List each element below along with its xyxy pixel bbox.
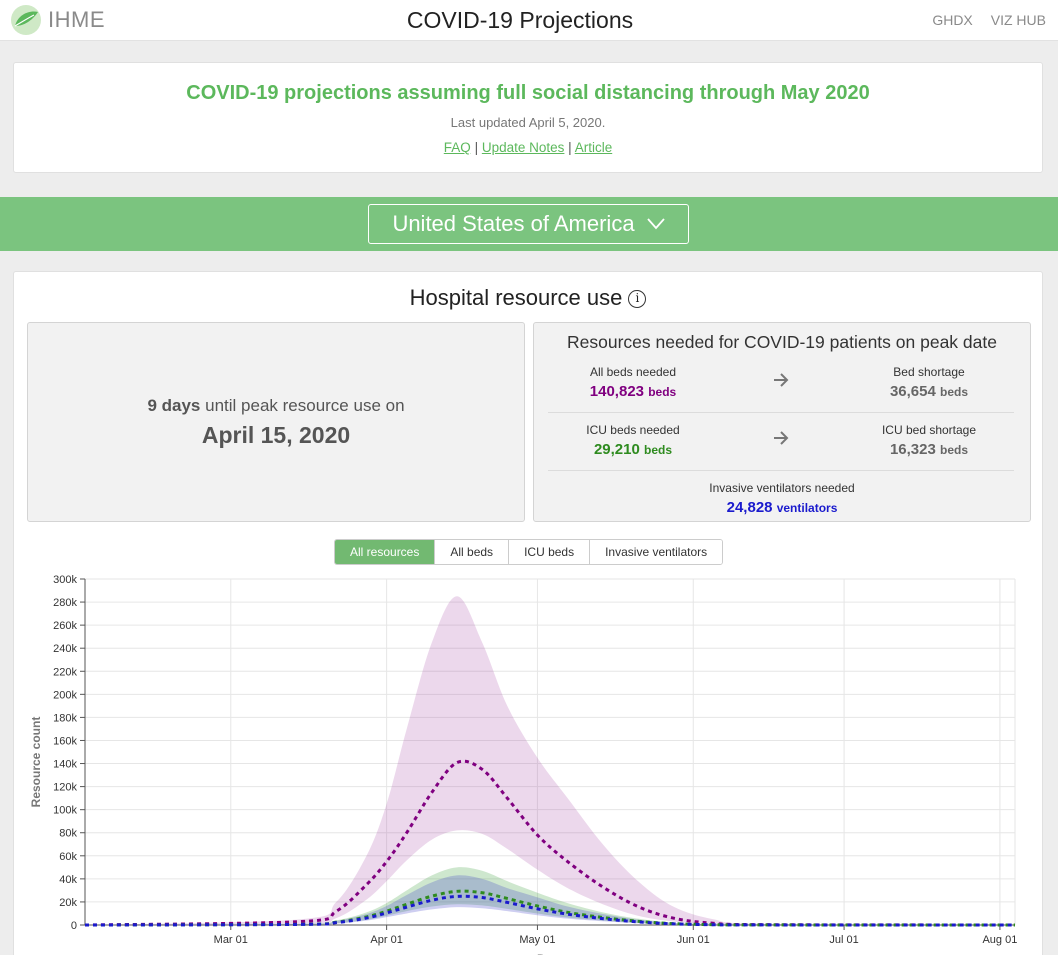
ihme-logo[interactable]: IHME (10, 4, 105, 36)
icu-bed-shortage: ICU bed shortage 16,323 beds (844, 423, 1014, 458)
arrow-right-icon (774, 373, 789, 387)
uncertainty-band-0 (85, 596, 1015, 925)
all-beds-value-wrap: 140,823 beds (548, 383, 718, 400)
logo-text: IHME (48, 7, 105, 32)
tab-icu-beds[interactable]: ICU beds (508, 540, 590, 564)
location-band: United States of America (0, 197, 1058, 251)
x-tick-label: Apr 01 (370, 934, 402, 946)
x-tick-label: Aug 01 (982, 934, 1017, 946)
all-beds-needed: All beds needed 140,823 beds (548, 365, 718, 400)
icu-shortage-value-wrap: 16,323 beds (844, 441, 1014, 458)
y-tick-label: 200k (53, 689, 77, 701)
tab-all-resources[interactable]: All resources (335, 540, 435, 564)
y-tick-label: 60k (59, 851, 77, 863)
resource-tabs: All resources All beds ICU beds Invasive… (334, 539, 724, 565)
leaf-logo-icon (11, 5, 41, 35)
nav-ghdx-link[interactable]: GHDX (932, 12, 973, 28)
bed-shortage: Bed shortage 36,654 beds (844, 365, 1014, 400)
all-beds-value: 140,823 (589, 383, 645, 400)
icu-row: ICU beds needed 29,210 beds ICU bed shor… (548, 413, 1014, 471)
icu-beds-value: 29,210 (593, 441, 640, 458)
x-tick-label: May 01 (519, 934, 555, 946)
icu-shortage-unit: beds (940, 443, 969, 457)
y-tick-label: 120k (53, 782, 77, 794)
ventilators-value: 24,828 (726, 499, 773, 516)
link-separator: | (474, 140, 479, 155)
ventilators-value-wrap: 24,828 ventilators (534, 499, 1030, 516)
link-separator: | (568, 140, 572, 155)
top-bar: IHME COVID-19 Projections GHDX VIZ HUB (0, 0, 1058, 41)
y-tick-label: 100k (53, 805, 77, 817)
projection-headline: COVID-19 projections assuming full socia… (186, 82, 870, 104)
y-tick-label: 280k (53, 597, 77, 609)
section-title-text: Hospital resource use (409, 285, 623, 310)
ventilators-label: Invasive ventilators needed (709, 481, 855, 495)
chevron-down-icon (646, 218, 665, 230)
update-notes-link[interactable]: Update Notes (481, 140, 565, 155)
location-selected: United States of America (392, 211, 635, 236)
x-axis-title: Date (537, 952, 563, 955)
uncertainty-band-1 (85, 867, 1015, 925)
beds-row: All beds needed 140,823 beds Bed shortag… (548, 355, 1014, 413)
peak-countdown-box: 9 days until peak resource use on April … (27, 322, 525, 522)
x-tick-label: Mar 01 (214, 934, 248, 946)
icu-beds-value-wrap: 29,210 beds (548, 441, 718, 458)
y-tick-label: 240k (53, 643, 77, 655)
bed-shortage-label: Bed shortage (893, 365, 965, 379)
app-title: COVID-19 Projections (406, 7, 634, 33)
bed-shortage-value: 36,654 (889, 383, 936, 400)
peak-days: 9 days (147, 396, 201, 415)
info-icon[interactable]: i (628, 290, 647, 308)
all-beds-unit: beds (648, 385, 677, 399)
y-axis-title: Resource count (29, 717, 43, 808)
ventilators-needed: Invasive ventilators needed 24,828 venti… (534, 481, 1030, 516)
icu-beds-needed: ICU beds needed 29,210 beds (548, 423, 718, 458)
x-tick-label: Jul 01 (829, 934, 858, 946)
top-nav: GHDX VIZ HUB (932, 12, 1046, 28)
last-updated: Last updated April 5, 2020. (450, 115, 606, 130)
y-tick-label: 180k (53, 712, 77, 724)
peak-text: until peak resource use on (205, 396, 405, 415)
icu-shortage-value: 16,323 (889, 441, 936, 458)
series-line-2 (84, 894, 1016, 927)
section-title: Hospital resource use i (14, 285, 1042, 311)
hospital-resource-card: Hospital resource use i 9 days until peak… (13, 271, 1043, 955)
all-beds-label: All beds needed (589, 365, 677, 379)
bed-shortage-value-wrap: 36,654 beds (844, 383, 1014, 400)
y-tick-label: 0 (71, 920, 77, 932)
projection-banner: COVID-19 projections assuming full socia… (13, 62, 1043, 173)
y-tick-label: 140k (53, 759, 77, 771)
icu-beds-unit: beds (644, 443, 673, 457)
nav-viz-hub-link[interactable]: VIZ HUB (990, 12, 1046, 28)
peak-countdown-line: 9 days until peak resource use on (28, 396, 524, 416)
resources-title: Resources needed for COVID-19 patients o… (567, 332, 997, 352)
arrow-right-icon (774, 431, 789, 445)
tab-invasive-ventilators[interactable]: Invasive ventilators (589, 540, 723, 564)
y-tick-label: 40k (59, 874, 77, 886)
y-tick-label: 300k (53, 574, 77, 586)
y-tick-label: 20k (59, 897, 77, 909)
y-tick-label: 220k (53, 666, 77, 678)
y-tick-label: 260k (53, 620, 77, 632)
icu-beds-label: ICU beds needed (586, 423, 680, 437)
x-tick-label: Jun 01 (677, 934, 710, 946)
series-line-0 (84, 759, 1016, 927)
tab-all-beds[interactable]: All beds (434, 540, 509, 564)
y-tick-label: 80k (59, 828, 77, 840)
resource-use-chart: 0 20k 40k 60k 80k 100k 120k 140k 160k 180k 200k 220… (29, 574, 1017, 955)
y-tick-label: 160k (53, 735, 77, 747)
icu-shortage-label: ICU bed shortage (881, 423, 977, 437)
resources-needed-box: Resources needed for COVID-19 patients o… (533, 322, 1031, 522)
bed-shortage-unit: beds (940, 385, 969, 399)
article-link[interactable]: Article (574, 140, 613, 155)
ventilators-unit: ventilators (776, 501, 838, 515)
location-dropdown[interactable]: United States of America (368, 204, 689, 244)
peak-date: April 15, 2020 (201, 422, 351, 448)
uncertainty-band-2 (85, 875, 1015, 925)
faq-link[interactable]: FAQ (443, 140, 471, 155)
banner-links: FAQ | Update Notes | Article (14, 140, 1042, 155)
